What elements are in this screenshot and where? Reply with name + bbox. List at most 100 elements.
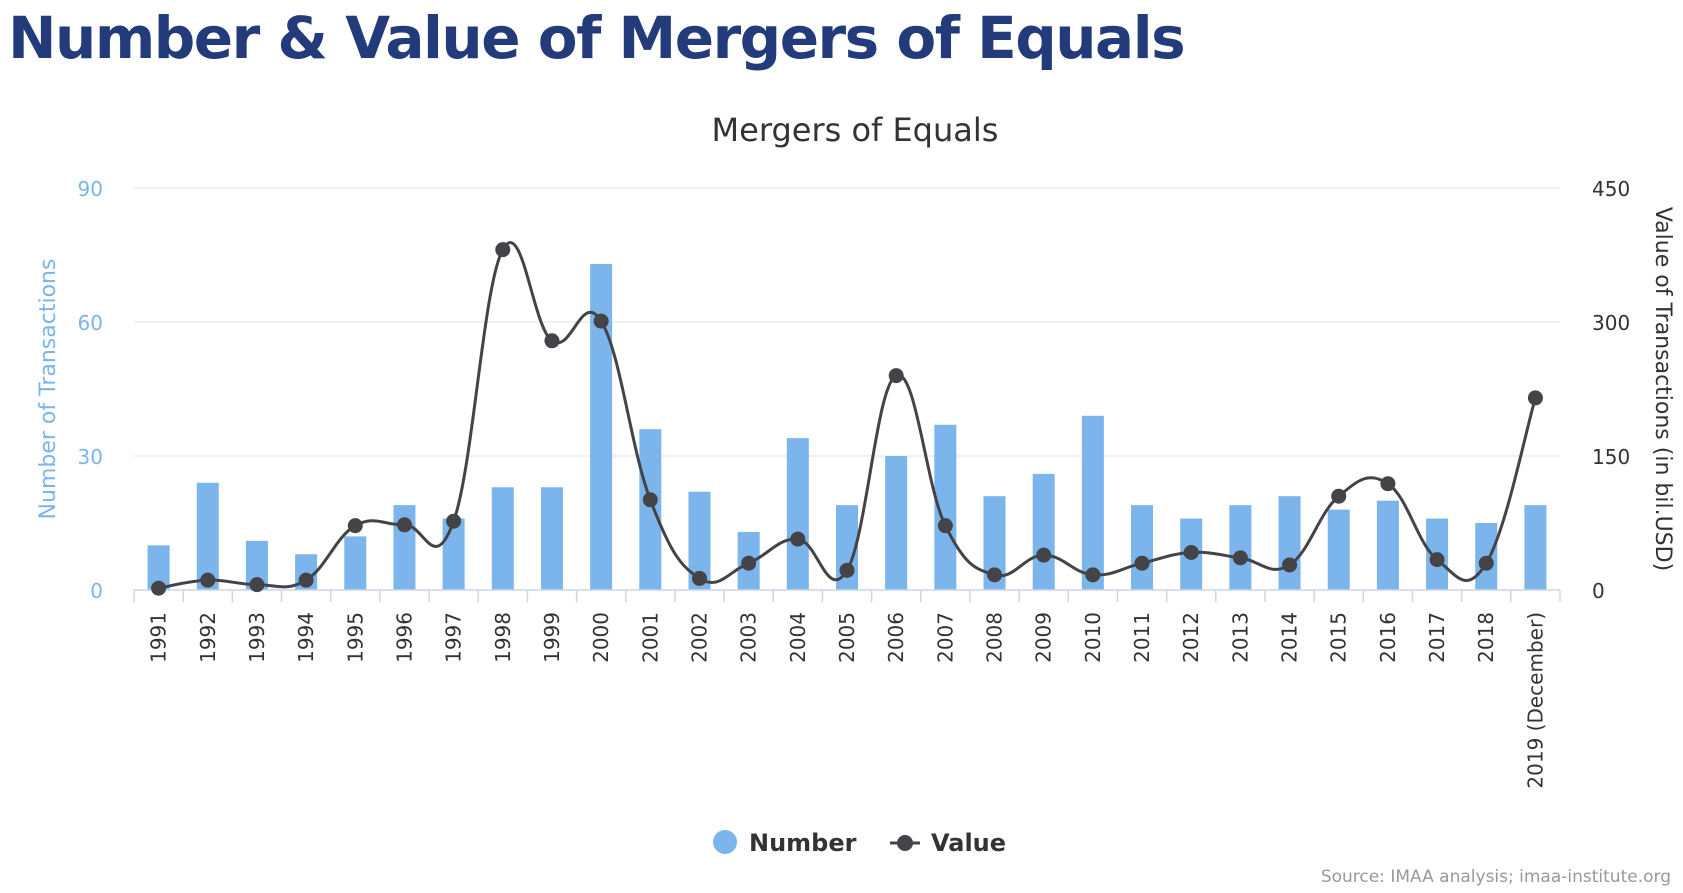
x-tick-label: 2012 <box>1179 612 1203 663</box>
bar[interactable] <box>639 429 662 590</box>
value-point[interactable] <box>544 333 560 349</box>
bar[interactable] <box>1278 496 1301 590</box>
value-point[interactable] <box>446 513 462 529</box>
x-tick-label: 2006 <box>884 612 908 663</box>
x-tick-label: 2003 <box>737 612 761 663</box>
x-tick-label: 2007 <box>933 612 957 663</box>
x-tick-label: 2004 <box>786 612 810 663</box>
value-point[interactable] <box>1085 567 1101 583</box>
y-right-tick-label: 450 <box>1592 177 1630 201</box>
x-tick-label: 1994 <box>294 612 318 663</box>
value-point[interactable] <box>495 242 511 258</box>
bar[interactable] <box>1376 500 1399 590</box>
value-point[interactable] <box>888 368 904 384</box>
value-point[interactable] <box>1380 476 1396 492</box>
legend-value-marker[interactable] <box>897 835 913 851</box>
bar[interactable] <box>1081 415 1104 590</box>
bar[interactable] <box>442 518 465 590</box>
y-left-tick-label: 30 <box>78 445 103 469</box>
value-point[interactable] <box>347 518 363 534</box>
bar[interactable] <box>1524 505 1547 590</box>
x-tick-label: 2005 <box>835 612 859 663</box>
bar[interactable] <box>983 496 1006 590</box>
legend-value-label[interactable]: Value <box>931 829 1006 857</box>
x-tick-label: 2008 <box>983 612 1007 663</box>
legend: Number Value <box>713 829 1006 857</box>
value-point[interactable] <box>396 517 412 533</box>
gridlines <box>134 187 1560 457</box>
value-point[interactable] <box>298 572 314 588</box>
bars <box>147 263 1547 590</box>
legend-number-marker[interactable] <box>713 830 737 854</box>
bar[interactable] <box>1327 509 1350 590</box>
y-right-tick-label: 150 <box>1592 445 1630 469</box>
bar[interactable] <box>540 487 563 590</box>
value-line-path <box>158 241 1537 590</box>
value-point[interactable] <box>1134 555 1150 571</box>
value-point[interactable] <box>642 492 658 508</box>
bar[interactable] <box>196 482 219 590</box>
x-tick-label: 1993 <box>245 612 269 663</box>
x-tick-label: 2013 <box>1228 612 1252 663</box>
bar[interactable] <box>491 487 514 590</box>
bar[interactable] <box>590 263 613 590</box>
page-heading: Number & Value of Mergers of Equals <box>8 4 1186 72</box>
value-point[interactable] <box>1183 544 1199 560</box>
y-axis-left: 0 30 60 90 Number of Transactions <box>36 177 103 603</box>
y-left-tick-label: 90 <box>78 177 103 201</box>
value-point[interactable] <box>593 313 609 329</box>
value-point[interactable] <box>200 572 216 588</box>
bar[interactable] <box>147 545 170 590</box>
x-tick-label: 1999 <box>540 612 564 663</box>
source-note: Source: IMAA analysis; imaa-institute.or… <box>1320 867 1671 887</box>
bar[interactable] <box>1229 505 1252 590</box>
y-left-axis-title: Number of Transactions <box>36 259 61 520</box>
x-tick-label: 1996 <box>392 612 416 663</box>
value-point[interactable] <box>839 562 855 578</box>
value-line <box>151 241 1543 596</box>
x-tick-label: 2009 <box>1032 612 1056 663</box>
x-tick-label: 2001 <box>638 612 662 663</box>
x-tick-label: 1992 <box>196 612 220 663</box>
legend-number-label[interactable]: Number <box>749 829 857 857</box>
bar[interactable] <box>245 540 268 590</box>
y-right-tick-label: 0 <box>1592 579 1605 603</box>
value-point[interactable] <box>1232 550 1248 566</box>
value-point[interactable] <box>1331 488 1347 504</box>
x-tick-label: 2015 <box>1327 612 1351 663</box>
value-point[interactable] <box>1429 552 1445 568</box>
value-point[interactable] <box>987 567 1003 583</box>
value-point[interactable] <box>790 531 806 547</box>
value-point[interactable] <box>249 577 265 593</box>
x-tick-label: 2002 <box>687 612 711 663</box>
x-tick-label: 2016 <box>1376 612 1400 663</box>
bar[interactable] <box>786 438 809 590</box>
value-point[interactable] <box>1282 557 1298 573</box>
bar[interactable] <box>344 536 367 590</box>
value-point[interactable] <box>1478 555 1494 571</box>
bar[interactable] <box>885 456 908 590</box>
y-right-axis-title: Value of Transactions (in bil.USD) <box>1650 207 1675 571</box>
bar[interactable] <box>688 491 711 590</box>
value-point[interactable] <box>1527 390 1543 406</box>
x-tick-label: 2010 <box>1081 612 1105 663</box>
x-tick-label: 2019 (December) <box>1523 612 1547 789</box>
x-tick-label: 2014 <box>1278 612 1302 663</box>
value-point[interactable] <box>691 570 707 586</box>
x-tick-label: 1997 <box>442 612 466 663</box>
y-left-tick-label: 0 <box>90 579 103 603</box>
x-tick-label: 2018 <box>1474 612 1498 663</box>
value-point[interactable] <box>937 518 953 534</box>
bar[interactable] <box>1131 505 1154 590</box>
x-tick-label: 2011 <box>1130 612 1154 663</box>
x-tick-label: 1995 <box>343 612 367 663</box>
value-point[interactable] <box>1036 547 1052 563</box>
y-axis-right: 0 150 300 450 Value of Transactions (in bil.… <box>1592 177 1675 603</box>
value-point[interactable] <box>741 555 757 571</box>
y-right-tick-label: 300 <box>1592 311 1630 335</box>
x-tick-label: 1998 <box>491 612 515 663</box>
bar[interactable] <box>934 424 957 590</box>
bar[interactable] <box>1032 473 1055 590</box>
value-point[interactable] <box>151 580 167 596</box>
